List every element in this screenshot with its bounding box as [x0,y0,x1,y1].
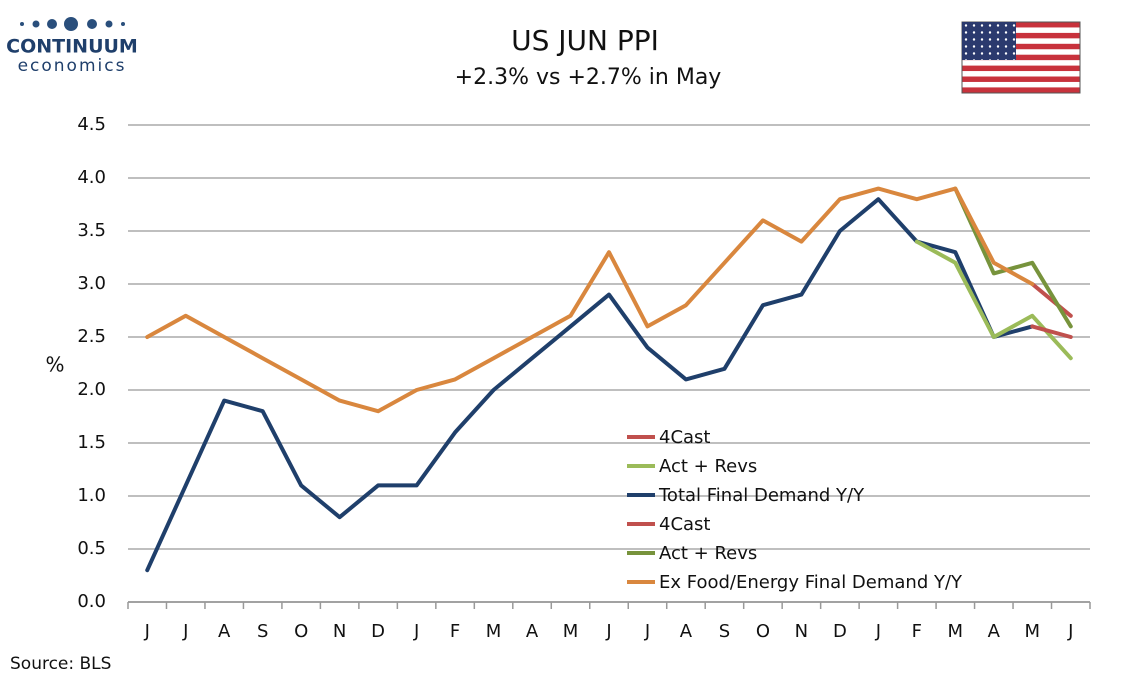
x-tick-label: J [182,621,188,642]
legend-label: Act + Revs [659,543,757,564]
legend-label: Act + Revs [659,456,757,477]
flag [961,21,1081,94]
source: Source: BLS [10,654,111,674]
x-tick-label: J [1067,621,1073,642]
series-line [145,186,1035,414]
y-tick-label: 2.0 [77,379,106,400]
x-tick-label: A [526,621,539,642]
x-tick-label: S [719,621,730,642]
x-tick-label: A [680,621,693,642]
y-tick-label: 4.5 [77,114,106,135]
series-line [1030,324,1073,339]
logo-name: CONTINUUM [6,36,138,58]
x-tick-label: F [912,621,922,642]
legend-label: Ex Food/Energy Final Demand Y/Y [659,572,963,593]
y-tick-label: 3.5 [77,220,106,241]
logo-tagline: economics [18,56,127,76]
y-axis-label: % [45,353,64,377]
y-tick-label: 3.0 [77,273,106,294]
chart-subtitle: +2.3% vs +2.7% in May [455,65,722,90]
legend-label: 4Cast [659,427,711,448]
x-tick-label: A [988,621,1001,642]
y-tick-label: 0.0 [77,591,106,612]
x-tick-label: O [294,621,308,642]
logo: CONTINUUM economics [6,17,138,76]
x-tick-label: J [413,621,419,642]
x-tick-label: J [875,621,881,642]
y-tick-label: 4.0 [77,167,106,188]
x-tick-label: M [1025,621,1041,642]
series-line [953,186,1073,329]
x-tick-label: D [833,621,847,642]
x-tick-label: J [144,621,150,642]
x-tick-label: M [563,621,579,642]
x-tick-label: M [486,621,502,642]
y-tick-label: 2.5 [77,326,106,347]
x-tick-label: J [605,621,611,642]
y-tick-label: 0.5 [77,538,106,559]
x-tick-label: J [644,621,650,642]
y-tick-label: 1.0 [77,485,106,506]
legend-label: 4Cast [659,514,711,535]
series-line [145,197,1035,573]
chart-title: US JUN PPI [511,24,659,57]
x-tick-label: M [948,621,964,642]
x-tick-label: A [218,621,231,642]
x-tick-label: F [450,621,460,642]
series-line [1030,282,1073,318]
x-tick-label: D [371,621,385,642]
legend-label: Total Final Demand Y/Y [658,485,865,506]
x-tick-label: N [795,621,808,642]
x-tick-label: S [257,621,268,642]
x-tick-label: O [756,621,770,642]
x-tick-label: N [333,621,346,642]
y-tick-label: 1.5 [77,432,106,453]
